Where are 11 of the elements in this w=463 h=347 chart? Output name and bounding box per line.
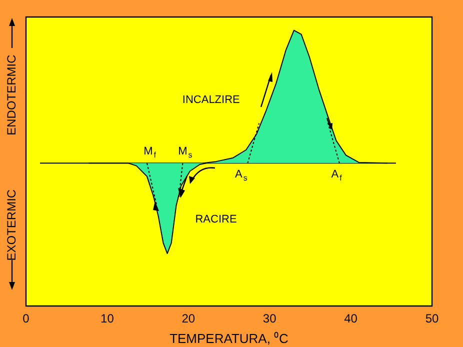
annotation: INCALZIRE <box>182 94 240 106</box>
text: ENDOTERMIC <box>4 54 18 136</box>
x-tick-label: 10 <box>100 312 114 326</box>
x-tick-label: 0 <box>22 312 30 326</box>
x-tick-label: 50 <box>425 312 439 326</box>
x-tick-label: 20 <box>182 312 196 326</box>
text: EXOTERMIC <box>4 189 18 261</box>
x-tick-label: 40 <box>344 312 358 326</box>
x-tick-label: 30 <box>262 312 277 326</box>
x-axis-title: TEMPERATURA, ⁰C <box>170 330 288 346</box>
annotation: RACIRE <box>195 213 237 226</box>
